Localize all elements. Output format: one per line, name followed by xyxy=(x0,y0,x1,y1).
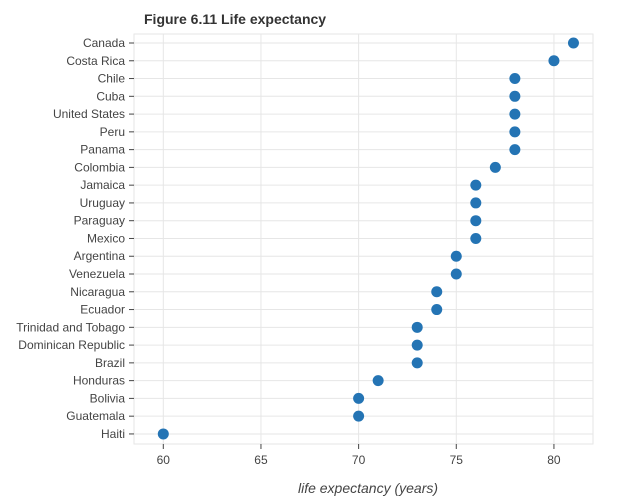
x-axis: 60 65 70 75 80 xyxy=(157,444,561,467)
data-point xyxy=(470,215,482,227)
y-tick-label: Peru xyxy=(100,125,125,139)
x-tick-label: 70 xyxy=(352,453,366,467)
y-tick-label: Nicaragua xyxy=(70,285,125,299)
y-tick-label: Cuba xyxy=(96,89,125,103)
x-axis-label: life expectancy (years) xyxy=(298,480,438,496)
data-point xyxy=(470,179,482,191)
y-tick-label: Jamaica xyxy=(80,178,125,192)
x-tick-label: 60 xyxy=(157,453,171,467)
y-tick-label: Venezuela xyxy=(69,267,125,281)
y-tick-label: Bolivia xyxy=(90,391,126,405)
data-point xyxy=(411,339,423,351)
y-tick-label: Ecuador xyxy=(80,303,125,317)
data-point xyxy=(157,428,169,440)
data-point xyxy=(509,126,521,138)
y-axis: Canada Costa Rica Chile Cuba United States Pe… xyxy=(16,36,134,441)
y-tick-label: Honduras xyxy=(73,374,125,388)
data-point xyxy=(411,357,423,369)
data-point xyxy=(470,232,482,244)
data-point xyxy=(353,392,365,404)
y-tick-label: Paraguay xyxy=(74,214,125,228)
data-point xyxy=(509,144,521,156)
y-tick-label: Canada xyxy=(83,36,125,50)
data-point xyxy=(431,286,443,298)
data-point xyxy=(548,55,560,67)
y-tick-label: Dominican Republic xyxy=(18,338,125,352)
data-point xyxy=(509,108,521,120)
y-tick-label: Uruguay xyxy=(80,196,125,210)
y-tick-label: Mexico xyxy=(87,231,125,245)
data-point xyxy=(509,73,521,85)
data-point xyxy=(489,161,501,173)
y-tick-label: Costa Rica xyxy=(66,54,125,68)
plot-frame xyxy=(133,33,594,445)
y-tick-label: Argentina xyxy=(74,249,126,263)
data-point xyxy=(372,375,384,387)
data-point xyxy=(450,250,462,262)
y-tick-label: Chile xyxy=(98,72,126,86)
y-tick-label: Haiti xyxy=(101,427,125,441)
x-tick-label: 80 xyxy=(547,453,561,467)
chart-title: Figure 6.11 Life expectancy xyxy=(144,11,326,27)
data-point xyxy=(450,268,462,280)
data-point xyxy=(431,304,443,316)
data-point xyxy=(411,321,423,333)
data-point xyxy=(509,90,521,102)
y-tick-label: Trinidad and Tobago xyxy=(16,320,125,334)
data-point xyxy=(470,197,482,209)
grid xyxy=(134,34,593,444)
y-tick-label: Panama xyxy=(80,143,125,157)
data-points xyxy=(157,37,579,440)
data-point xyxy=(567,37,579,49)
y-tick-label: United States xyxy=(53,107,125,121)
y-tick-label: Colombia xyxy=(74,160,125,174)
x-tick-label: 65 xyxy=(254,453,268,467)
x-tick-label: 75 xyxy=(450,453,464,467)
y-tick-label: Brazil xyxy=(95,356,125,370)
y-tick-label: Guatemala xyxy=(66,409,125,423)
data-point xyxy=(353,410,365,422)
